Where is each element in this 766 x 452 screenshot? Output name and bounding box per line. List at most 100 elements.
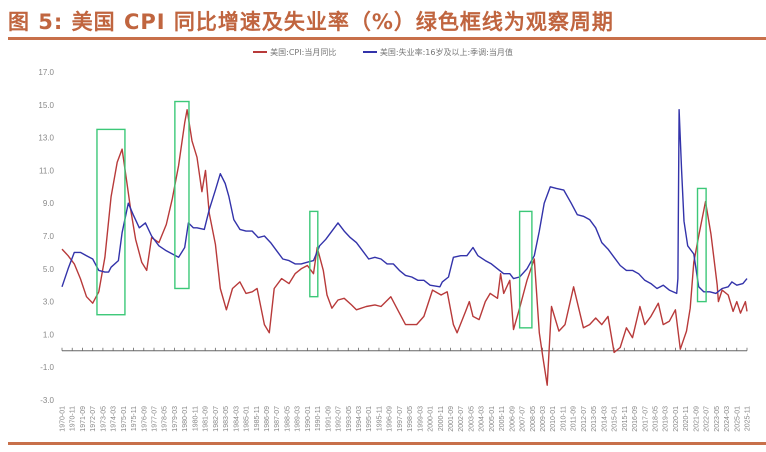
x-tick-label: 1972-07	[90, 406, 97, 432]
x-tick-label: 2000-01	[428, 406, 435, 432]
x-tick-label: 1970-01	[60, 406, 67, 432]
x-tick-label: 1996-09	[387, 406, 394, 432]
x-tick-label: 1999-03	[417, 406, 424, 432]
x-tick-label: 1995-01	[366, 406, 373, 432]
x-tick-label: 2007-07	[520, 406, 527, 432]
x-tick-label: 1987-07	[274, 406, 281, 432]
figure-title: 图 5: 美国 CPI 同比增速及失业率（%）绿色框线为观察周期	[8, 10, 614, 34]
observation-period-box	[518, 210, 533, 329]
observation-period-box	[696, 187, 707, 303]
x-tick-label: 2015-01	[612, 406, 619, 432]
x-tick-label: 1991-09	[325, 406, 332, 432]
x-tick-label: 2013-05	[591, 406, 598, 432]
x-tick-label: 2000-11	[438, 406, 445, 431]
x-tick-label: 1992-07	[336, 406, 343, 432]
legend-item-unemployment: 美国:失业率:16岁及以上:季调:当月值	[362, 47, 513, 58]
x-tick-label: 2022-07	[704, 406, 711, 432]
x-tick-label: 1993-05	[346, 406, 353, 432]
legend-item-cpi: 美国:CPI:当月同比	[253, 47, 336, 58]
x-tick-label: 2025-11	[745, 406, 752, 431]
y-axis: 17.0 15.0 13.0 11.0 9.0 7.0 5.0 3.0 1.0 -1.0 -3.0	[38, 68, 54, 405]
x-tick-label: 1998-05	[407, 406, 414, 432]
y-tick-label: 9.0	[43, 199, 55, 208]
observation-period-box	[96, 128, 126, 316]
x-tick-label: 1984-03	[233, 406, 240, 432]
x-tick-label: 2001-09	[448, 406, 455, 432]
x-tick-label: 2003-05	[468, 406, 475, 432]
x-tick-label: 2008-05	[530, 406, 537, 432]
legend-label-unemployment: 美国:失业率:16岁及以上:季调:当月值	[379, 47, 513, 57]
x-axis: 1970-01 1970-11 1971-09 1972-07 1973-05 1974-…	[60, 347, 752, 432]
legend-swatch-unemployment	[362, 51, 377, 53]
x-tick-label: 2023-05	[714, 406, 721, 432]
x-tick-label: 1985-11	[254, 406, 261, 431]
x-tick-label: 2005-11	[499, 406, 506, 431]
chart-legend: 美国:CPI:当月同比 美国:失业率:16岁及以上:季调:当月值	[0, 46, 766, 58]
x-tick-label: 2005-01	[489, 406, 496, 432]
y-tick-label: 7.0	[43, 232, 55, 241]
x-tick-label: 2006-09	[509, 406, 516, 432]
x-tick-label: 1989-03	[295, 406, 302, 432]
x-tick-label: 1979-03	[172, 406, 179, 432]
x-tick-label: 1980-11	[192, 406, 199, 431]
x-tick-label: 2017-07	[642, 406, 649, 432]
x-tick-label: 1981-09	[203, 406, 210, 432]
y-tick-label: 15.0	[38, 101, 54, 110]
y-tick-label: 3.0	[43, 298, 55, 307]
x-tick-label: 1990-01	[305, 406, 312, 432]
x-tick-label: 2004-03	[479, 406, 486, 432]
x-tick-label: 1983-05	[223, 406, 230, 432]
series-lines	[61, 109, 748, 386]
x-tick-label: 1978-05	[162, 406, 169, 432]
x-tick-label: 2025-01	[734, 406, 741, 432]
y-tick-label: -3.0	[40, 396, 54, 405]
observation-boxes	[96, 100, 707, 329]
x-tick-label: 1975-01	[121, 406, 128, 432]
x-tick-label: 1976-09	[141, 406, 148, 432]
x-tick-label: 1971-09	[80, 406, 87, 432]
x-tick-label: 2002-07	[458, 406, 465, 432]
x-tick-label: 1997-07	[397, 406, 404, 432]
x-tick-label: 2021-09	[693, 406, 700, 432]
x-tick-label: 1985-01	[244, 406, 251, 432]
cpi-yoy-line	[61, 109, 748, 386]
y-tick-label: 1.0	[43, 330, 55, 339]
x-tick-label: 2011-09	[571, 406, 578, 431]
title-divider	[8, 37, 766, 40]
footer-divider	[8, 442, 766, 445]
observation-period-box	[174, 100, 190, 290]
y-tick-label: 17.0	[38, 68, 54, 77]
x-tick-label: 1982-07	[213, 406, 220, 432]
x-tick-label: 1980-01	[182, 406, 189, 432]
x-tick-label: 2020-11	[683, 406, 690, 431]
x-tick-label: 2012-07	[581, 406, 588, 432]
x-tick-label: 1988-05	[284, 406, 291, 432]
x-tick-label: 2020-01	[673, 406, 680, 432]
unemployment-rate-line	[61, 109, 748, 295]
x-tick-label: 1970-11	[70, 406, 77, 431]
y-tick-label: 11.0	[39, 166, 55, 175]
x-tick-label: 2024-03	[724, 406, 731, 432]
x-tick-label: 1973-05	[100, 406, 107, 432]
x-tick-label: 1994-03	[356, 406, 363, 432]
x-tick-label: 2016-09	[632, 406, 639, 432]
y-tick-label: 5.0	[43, 265, 55, 274]
x-tick-label: 2010-11	[560, 406, 567, 431]
observation-period-box	[309, 210, 319, 298]
x-tick-label: 1995-11	[376, 406, 383, 431]
x-tick-label: 2018-05	[652, 406, 659, 432]
x-tick-label: 1975-11	[131, 406, 138, 431]
legend-swatch-cpi	[253, 51, 268, 53]
x-tick-label: 1977-07	[152, 406, 159, 432]
x-tick-label: 2019-03	[663, 406, 670, 432]
y-tick-label: -1.0	[40, 363, 54, 372]
x-tick-label: 1990-11	[315, 406, 322, 431]
x-tick-label: 2009-03	[540, 406, 547, 432]
legend-label-cpi: 美国:CPI:当月同比	[270, 47, 337, 57]
x-tick-label: 2014-03	[601, 406, 608, 432]
x-tick-label: 1974-03	[111, 406, 118, 432]
x-tick-label: 2010-01	[550, 406, 557, 432]
y-tick-label: 13.0	[38, 134, 54, 143]
x-tick-label: 1986-09	[264, 406, 271, 432]
